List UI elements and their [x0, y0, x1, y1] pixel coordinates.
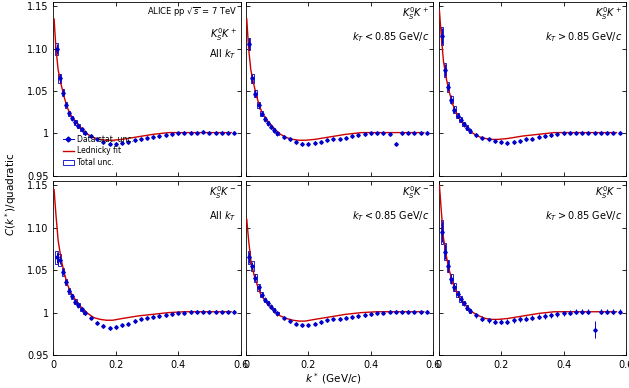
- Bar: [81, 128, 83, 131]
- Text: $K_S^0K^+$: $K_S^0K^+$: [209, 26, 237, 43]
- Bar: [257, 284, 260, 291]
- Bar: [77, 124, 80, 128]
- Bar: [465, 125, 468, 130]
- Bar: [84, 311, 86, 314]
- Bar: [444, 63, 447, 76]
- Bar: [273, 308, 276, 312]
- Text: $k^*$ (GeV/$c$): $k^*$ (GeV/$c$): [305, 371, 362, 386]
- Bar: [260, 111, 263, 116]
- Text: $K_S^0K^-$: $K_S^0K^-$: [402, 185, 430, 201]
- Bar: [441, 26, 443, 45]
- Bar: [65, 102, 67, 107]
- Bar: [453, 283, 455, 291]
- Bar: [74, 300, 77, 304]
- Bar: [453, 106, 455, 113]
- Bar: [55, 251, 58, 264]
- Text: ALICE pp $\sqrt{s}$ = 7 TeV: ALICE pp $\sqrt{s}$ = 7 TeV: [147, 5, 237, 19]
- Text: $K_S^0K^-$: $K_S^0K^-$: [209, 185, 237, 201]
- Bar: [469, 309, 471, 313]
- Bar: [270, 305, 272, 308]
- Bar: [81, 308, 83, 311]
- Bar: [251, 261, 253, 271]
- Bar: [469, 129, 471, 133]
- Bar: [68, 288, 70, 293]
- Text: $C(k^*)$/quadratic: $C(k^*)$/quadratic: [3, 152, 19, 236]
- Bar: [254, 274, 257, 282]
- Text: $k_T < 0.85$ GeV/$c$: $k_T < 0.85$ GeV/$c$: [352, 209, 430, 223]
- Text: $k_T > 0.85$ GeV/$c$: $k_T > 0.85$ GeV/$c$: [545, 209, 622, 223]
- Bar: [65, 279, 67, 286]
- Bar: [257, 102, 260, 108]
- Bar: [68, 111, 70, 116]
- Bar: [441, 220, 443, 244]
- Text: $k_T < 0.85$ GeV/$c$: $k_T < 0.85$ GeV/$c$: [352, 30, 430, 43]
- Bar: [276, 312, 279, 315]
- Bar: [270, 125, 272, 128]
- Text: $K_S^0K^-$: $K_S^0K^-$: [595, 185, 622, 201]
- Text: $K_S^0K^+$: $K_S^0K^+$: [595, 5, 622, 22]
- Bar: [462, 122, 465, 126]
- Bar: [248, 251, 250, 264]
- Bar: [273, 128, 276, 132]
- Bar: [276, 132, 279, 135]
- Text: All $k_T$: All $k_T$: [209, 209, 237, 223]
- Bar: [447, 260, 449, 272]
- Bar: [248, 38, 250, 50]
- Bar: [58, 74, 61, 83]
- Bar: [71, 294, 74, 299]
- Bar: [251, 74, 253, 83]
- Bar: [62, 89, 64, 96]
- Bar: [71, 116, 74, 120]
- Bar: [267, 301, 269, 305]
- Bar: [62, 268, 64, 276]
- Bar: [84, 131, 86, 134]
- Bar: [456, 113, 459, 118]
- Bar: [55, 43, 58, 55]
- Text: All $k_T$: All $k_T$: [209, 47, 237, 61]
- Bar: [459, 296, 462, 301]
- Bar: [444, 243, 447, 260]
- Bar: [450, 96, 452, 103]
- Bar: [465, 305, 468, 310]
- Bar: [77, 303, 80, 307]
- Bar: [267, 121, 269, 125]
- Text: $K_S^0K^+$: $K_S^0K^+$: [403, 5, 430, 22]
- Bar: [264, 117, 266, 121]
- Legend: Data stat. unc., Lednicky fit, Total unc.: Data stat. unc., Lednicky fit, Total unc…: [61, 133, 135, 168]
- Bar: [58, 255, 61, 265]
- Bar: [462, 301, 465, 305]
- Bar: [456, 291, 459, 297]
- Bar: [260, 292, 263, 297]
- Text: $k_T > 0.85$ GeV/$c$: $k_T > 0.85$ GeV/$c$: [545, 30, 622, 43]
- Bar: [450, 274, 452, 283]
- Bar: [74, 120, 77, 125]
- Bar: [447, 82, 449, 92]
- Bar: [254, 90, 257, 97]
- Bar: [264, 298, 266, 302]
- Bar: [459, 117, 462, 123]
